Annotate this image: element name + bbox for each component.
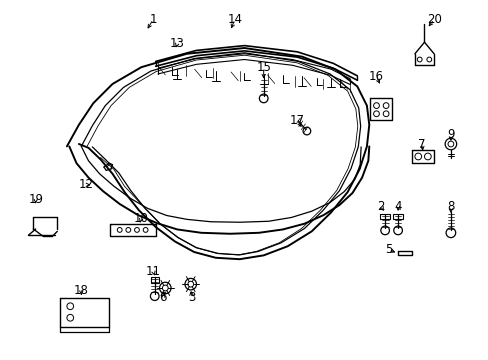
Text: 3: 3 — [187, 291, 195, 304]
Text: 10: 10 — [134, 212, 148, 225]
Text: 2: 2 — [377, 200, 384, 213]
Text: 19: 19 — [28, 193, 43, 206]
Text: 9: 9 — [446, 128, 454, 141]
Text: 7: 7 — [418, 138, 425, 150]
Text: 12: 12 — [79, 178, 93, 191]
Text: 18: 18 — [74, 284, 88, 297]
Text: 11: 11 — [145, 265, 161, 278]
Text: 17: 17 — [289, 113, 304, 126]
Text: 6: 6 — [159, 291, 166, 304]
Text: 5: 5 — [384, 243, 391, 256]
Text: 14: 14 — [227, 13, 242, 26]
Text: 8: 8 — [447, 200, 454, 213]
Text: 13: 13 — [169, 37, 184, 50]
Text: 4: 4 — [393, 200, 401, 213]
Text: 1: 1 — [149, 13, 157, 26]
Text: 15: 15 — [256, 61, 270, 74]
Text: 16: 16 — [368, 70, 383, 83]
Text: 20: 20 — [426, 13, 441, 26]
